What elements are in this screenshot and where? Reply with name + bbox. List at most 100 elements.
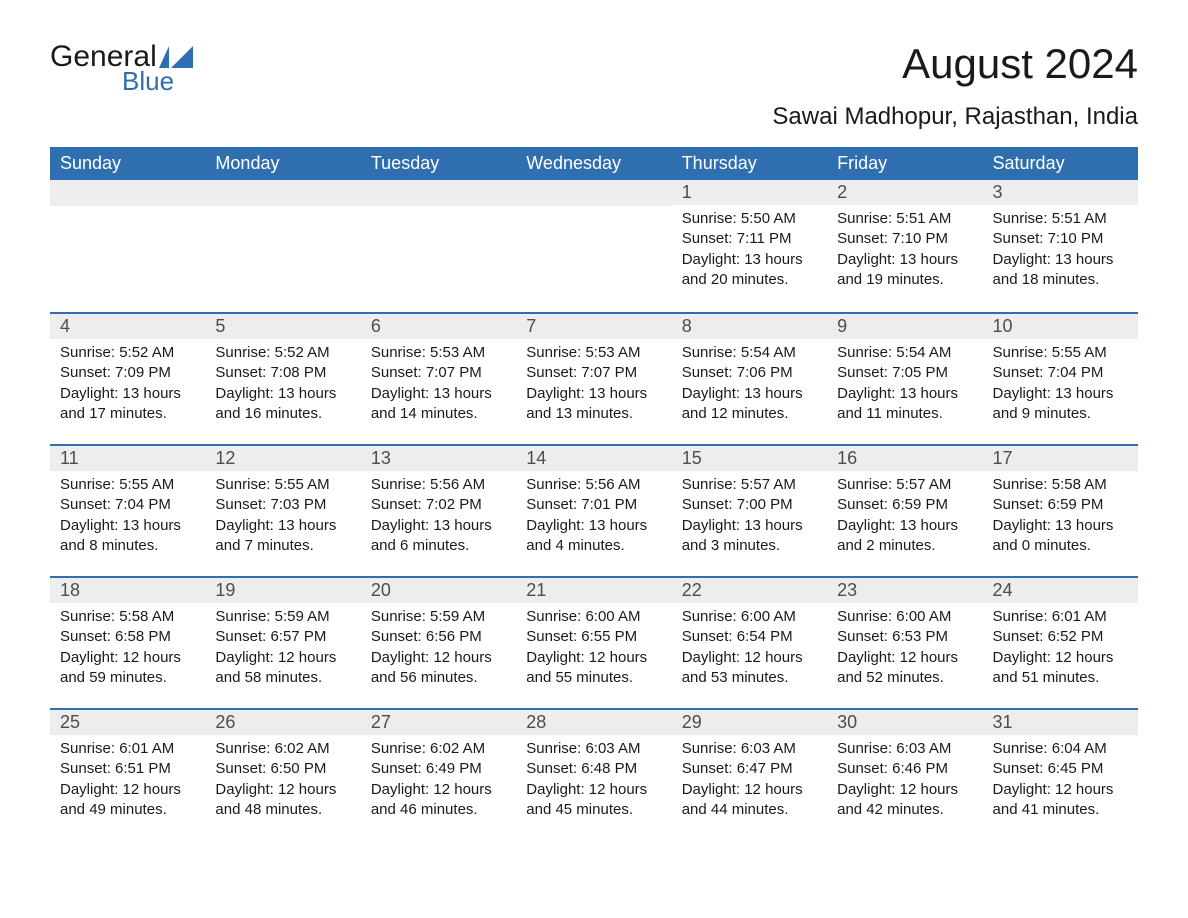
- location-subtitle: Sawai Madhopur, Rajasthan, India: [50, 103, 1138, 131]
- daylight-text: Daylight: 13 hours and 16 minutes.: [215, 384, 350, 425]
- sunset-text: Sunset: 6:48 PM: [526, 759, 661, 779]
- sunrise-text: Sunrise: 6:00 AM: [837, 607, 972, 627]
- daylight-text: Daylight: 12 hours and 41 minutes.: [993, 780, 1128, 821]
- day-number: 11: [50, 444, 205, 471]
- sunrise-text: Sunrise: 5:52 AM: [215, 343, 350, 363]
- daylight-text: Daylight: 13 hours and 7 minutes.: [215, 516, 350, 557]
- sunset-text: Sunset: 6:57 PM: [215, 627, 350, 647]
- day-number: 23: [827, 576, 982, 603]
- day-number: 17: [983, 444, 1138, 471]
- day-number: 15: [672, 444, 827, 471]
- sunset-text: Sunset: 6:51 PM: [60, 759, 195, 779]
- day-details: Sunrise: 5:51 AMSunset: 7:10 PMDaylight:…: [983, 205, 1138, 294]
- calendar-week: 18Sunrise: 5:58 AMSunset: 6:58 PMDayligh…: [50, 576, 1138, 708]
- sunset-text: Sunset: 6:46 PM: [837, 759, 972, 779]
- day-details: Sunrise: 5:54 AMSunset: 7:06 PMDaylight:…: [672, 339, 827, 428]
- sunset-text: Sunset: 6:59 PM: [837, 495, 972, 515]
- sunrise-text: Sunrise: 5:55 AM: [215, 475, 350, 495]
- daylight-text: Daylight: 13 hours and 13 minutes.: [526, 384, 661, 425]
- sunrise-text: Sunrise: 5:53 AM: [371, 343, 506, 363]
- sunrise-text: Sunrise: 5:58 AM: [60, 607, 195, 627]
- daylight-text: Daylight: 13 hours and 0 minutes.: [993, 516, 1128, 557]
- sunrise-text: Sunrise: 5:59 AM: [371, 607, 506, 627]
- daylight-text: Daylight: 12 hours and 58 minutes.: [215, 648, 350, 689]
- logo-text-blue: Blue: [122, 66, 193, 97]
- day-details: Sunrise: 6:01 AMSunset: 6:52 PMDaylight:…: [983, 603, 1138, 692]
- day-number: 21: [516, 576, 671, 603]
- sunset-text: Sunset: 7:05 PM: [837, 363, 972, 383]
- day-header: Tuesday: [361, 147, 516, 180]
- daylight-text: Daylight: 12 hours and 55 minutes.: [526, 648, 661, 689]
- day-details: Sunrise: 5:50 AMSunset: 7:11 PMDaylight:…: [672, 205, 827, 294]
- sunset-text: Sunset: 7:10 PM: [993, 229, 1128, 249]
- day-number: 4: [50, 312, 205, 339]
- calendar-cell: 16Sunrise: 5:57 AMSunset: 6:59 PMDayligh…: [827, 444, 982, 576]
- sunset-text: Sunset: 7:01 PM: [526, 495, 661, 515]
- sunrise-text: Sunrise: 6:04 AM: [993, 739, 1128, 759]
- day-details: Sunrise: 5:51 AMSunset: 7:10 PMDaylight:…: [827, 205, 982, 294]
- daylight-text: Daylight: 13 hours and 19 minutes.: [837, 250, 972, 291]
- sunset-text: Sunset: 7:06 PM: [682, 363, 817, 383]
- calendar-table: Sunday Monday Tuesday Wednesday Thursday…: [50, 147, 1138, 840]
- sunrise-text: Sunrise: 5:59 AM: [215, 607, 350, 627]
- day-number: 5: [205, 312, 360, 339]
- day-number: 29: [672, 708, 827, 735]
- day-details: Sunrise: 6:00 AMSunset: 6:55 PMDaylight:…: [516, 603, 671, 692]
- sunrise-text: Sunrise: 6:00 AM: [526, 607, 661, 627]
- calendar-cell: [361, 180, 516, 312]
- empty-day-bar: [361, 180, 516, 206]
- day-details: Sunrise: 5:57 AMSunset: 6:59 PMDaylight:…: [827, 471, 982, 560]
- day-details: Sunrise: 6:00 AMSunset: 6:54 PMDaylight:…: [672, 603, 827, 692]
- day-number: 25: [50, 708, 205, 735]
- daylight-text: Daylight: 13 hours and 20 minutes.: [682, 250, 817, 291]
- calendar-week: 25Sunrise: 6:01 AMSunset: 6:51 PMDayligh…: [50, 708, 1138, 840]
- daylight-text: Daylight: 13 hours and 3 minutes.: [682, 516, 817, 557]
- calendar-cell: [516, 180, 671, 312]
- calendar-cell: 17Sunrise: 5:58 AMSunset: 6:59 PMDayligh…: [983, 444, 1138, 576]
- sunrise-text: Sunrise: 5:50 AM: [682, 209, 817, 229]
- daylight-text: Daylight: 12 hours and 59 minutes.: [60, 648, 195, 689]
- calendar-cell: 21Sunrise: 6:00 AMSunset: 6:55 PMDayligh…: [516, 576, 671, 708]
- calendar-cell: 11Sunrise: 5:55 AMSunset: 7:04 PMDayligh…: [50, 444, 205, 576]
- sunrise-text: Sunrise: 6:03 AM: [682, 739, 817, 759]
- sunset-text: Sunset: 7:09 PM: [60, 363, 195, 383]
- day-number: 8: [672, 312, 827, 339]
- calendar-cell: 1Sunrise: 5:50 AMSunset: 7:11 PMDaylight…: [672, 180, 827, 312]
- logo-flag-icon: [159, 46, 193, 68]
- daylight-text: Daylight: 13 hours and 9 minutes.: [993, 384, 1128, 425]
- daylight-text: Daylight: 12 hours and 56 minutes.: [371, 648, 506, 689]
- page-title: August 2024: [902, 40, 1138, 88]
- sunrise-text: Sunrise: 5:51 AM: [837, 209, 972, 229]
- day-number: 10: [983, 312, 1138, 339]
- calendar-cell: 7Sunrise: 5:53 AMSunset: 7:07 PMDaylight…: [516, 312, 671, 444]
- day-header: Monday: [205, 147, 360, 180]
- day-number: 6: [361, 312, 516, 339]
- day-details: Sunrise: 5:59 AMSunset: 6:57 PMDaylight:…: [205, 603, 360, 692]
- sunrise-text: Sunrise: 5:54 AM: [682, 343, 817, 363]
- calendar-week: 11Sunrise: 5:55 AMSunset: 7:04 PMDayligh…: [50, 444, 1138, 576]
- sunset-text: Sunset: 7:04 PM: [993, 363, 1128, 383]
- day-details: Sunrise: 5:55 AMSunset: 7:04 PMDaylight:…: [50, 471, 205, 560]
- day-header: Saturday: [983, 147, 1138, 180]
- day-details: Sunrise: 6:00 AMSunset: 6:53 PMDaylight:…: [827, 603, 982, 692]
- day-number: 12: [205, 444, 360, 471]
- daylight-text: Daylight: 12 hours and 53 minutes.: [682, 648, 817, 689]
- sunset-text: Sunset: 7:11 PM: [682, 229, 817, 249]
- daylight-text: Daylight: 12 hours and 49 minutes.: [60, 780, 195, 821]
- sunset-text: Sunset: 7:10 PM: [837, 229, 972, 249]
- day-header: Wednesday: [516, 147, 671, 180]
- calendar-cell: 13Sunrise: 5:56 AMSunset: 7:02 PMDayligh…: [361, 444, 516, 576]
- sunset-text: Sunset: 7:03 PM: [215, 495, 350, 515]
- calendar-cell: 6Sunrise: 5:53 AMSunset: 7:07 PMDaylight…: [361, 312, 516, 444]
- daylight-text: Daylight: 12 hours and 46 minutes.: [371, 780, 506, 821]
- calendar-cell: 25Sunrise: 6:01 AMSunset: 6:51 PMDayligh…: [50, 708, 205, 840]
- day-header: Thursday: [672, 147, 827, 180]
- daylight-text: Daylight: 13 hours and 17 minutes.: [60, 384, 195, 425]
- sunrise-text: Sunrise: 6:01 AM: [993, 607, 1128, 627]
- day-details: Sunrise: 6:03 AMSunset: 6:47 PMDaylight:…: [672, 735, 827, 824]
- sunset-text: Sunset: 6:50 PM: [215, 759, 350, 779]
- calendar-cell: [50, 180, 205, 312]
- sunset-text: Sunset: 6:45 PM: [993, 759, 1128, 779]
- sunrise-text: Sunrise: 6:02 AM: [371, 739, 506, 759]
- daylight-text: Daylight: 12 hours and 52 minutes.: [837, 648, 972, 689]
